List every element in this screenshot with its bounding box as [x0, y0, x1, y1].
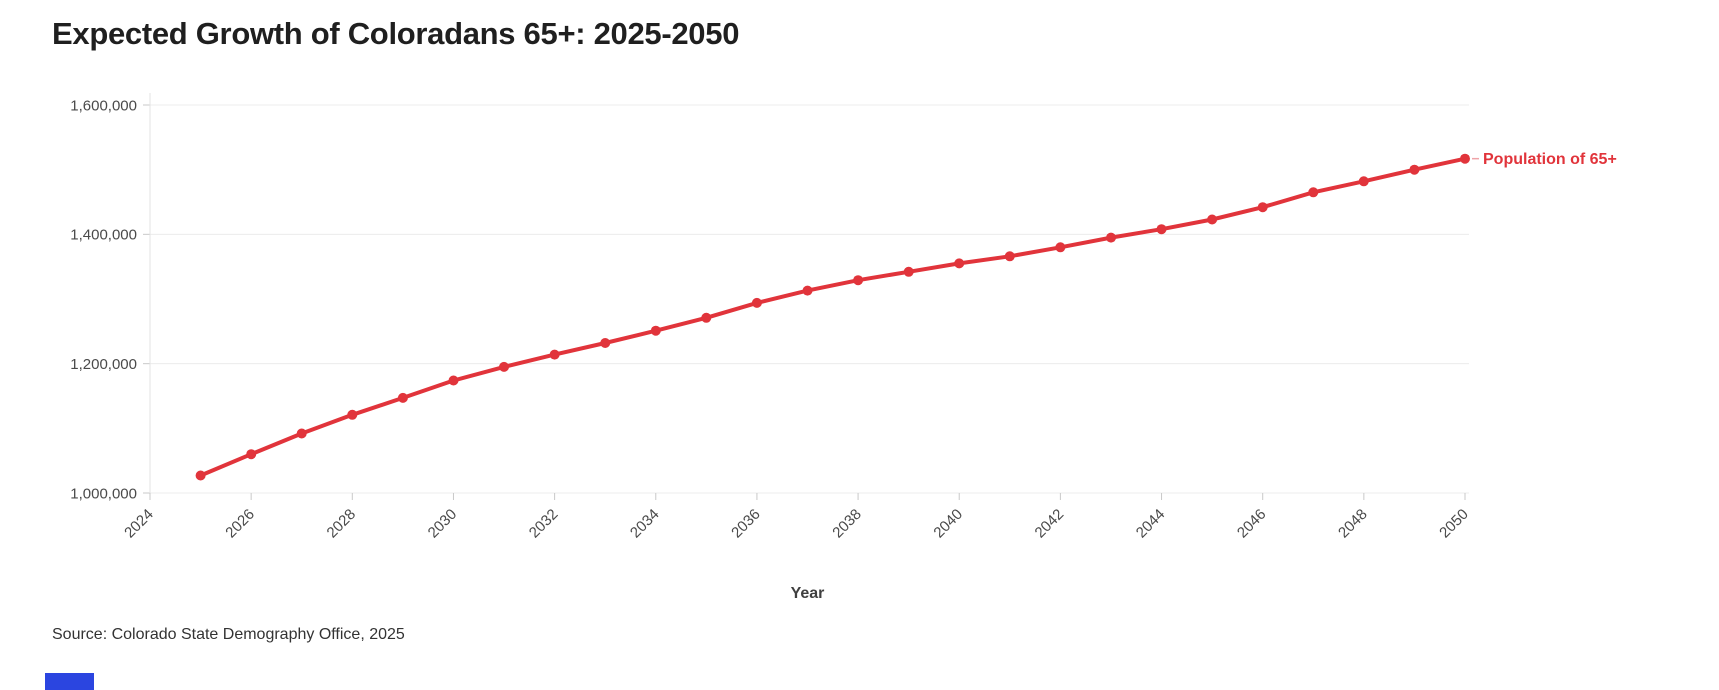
- data-point-2025: [195, 470, 206, 481]
- y-axis-tick-label: 1,200,000: [70, 356, 137, 373]
- footer-accent-bar: [45, 673, 94, 690]
- data-point-2027: [296, 428, 307, 439]
- data-point-2044: [1156, 224, 1167, 235]
- data-point-2035: [701, 312, 712, 323]
- data-point-2029: [397, 392, 408, 403]
- source-note: Source: Colorado State Demography Office…: [52, 626, 405, 643]
- x-axis-tick-label: 2038: [829, 506, 865, 542]
- data-point-2047: [1308, 187, 1319, 198]
- chart-title: Expected Growth of Coloradans 65+: 2025-…: [52, 16, 740, 51]
- data-point-2038: [853, 275, 864, 286]
- y-axis-tick-label: 1,400,000: [70, 227, 137, 244]
- data-point-2034: [650, 325, 661, 336]
- data-point-2046: [1257, 202, 1268, 213]
- data-point-2037: [802, 285, 813, 296]
- x-axis-tick-label: 2026: [222, 506, 258, 542]
- x-axis-tick-label: 2042: [1032, 506, 1068, 542]
- data-point-2030: [448, 375, 459, 386]
- x-axis-tick-label: 2046: [1234, 506, 1270, 542]
- series-label: Population of 65+: [1483, 151, 1617, 168]
- y-axis-tick-label: 1,600,000: [70, 97, 137, 114]
- data-point-2045: [1207, 214, 1218, 225]
- x-axis-tick-label: 2030: [425, 506, 461, 542]
- data-point-2043: [1106, 232, 1116, 243]
- data-point-2050: [1460, 153, 1470, 164]
- data-point-2031: [499, 361, 509, 372]
- x-axis-tick-label: 2040: [930, 506, 966, 542]
- data-point-2049: [1409, 164, 1420, 175]
- x-axis-tick-label: 2032: [526, 506, 562, 542]
- population-line-chart: 1,000,000 1,200,000 1,400,000 1,600,000 2024…: [70, 93, 1617, 542]
- data-point-2032: [549, 349, 560, 360]
- data-point-2028: [347, 409, 358, 420]
- data-point-2041: [1004, 251, 1015, 262]
- data-point-2042: [1055, 242, 1066, 253]
- x-axis-tick-label: 2028: [324, 506, 360, 542]
- data-point-2040: [954, 258, 965, 269]
- data-point-2033: [600, 338, 611, 348]
- data-point-2048: [1358, 176, 1369, 187]
- x-axis-tick-label: 2050: [1436, 506, 1472, 542]
- x-axis-tick-label: 2024: [121, 506, 157, 542]
- data-point-2026: [246, 449, 257, 460]
- population-line: [198, 156, 1467, 478]
- x-axis-title: Year: [790, 585, 825, 602]
- y-axis-tick-label: 1,000,000: [70, 485, 137, 502]
- data-point-2036: [751, 297, 762, 308]
- x-axis-tick-label: 2036: [728, 506, 764, 542]
- x-axis-tick-label: 2044: [1133, 506, 1169, 542]
- x-axis-tick-label: 2048: [1335, 506, 1371, 542]
- data-point-2039: [903, 266, 914, 277]
- x-axis-tick-label: 2034: [627, 506, 663, 542]
